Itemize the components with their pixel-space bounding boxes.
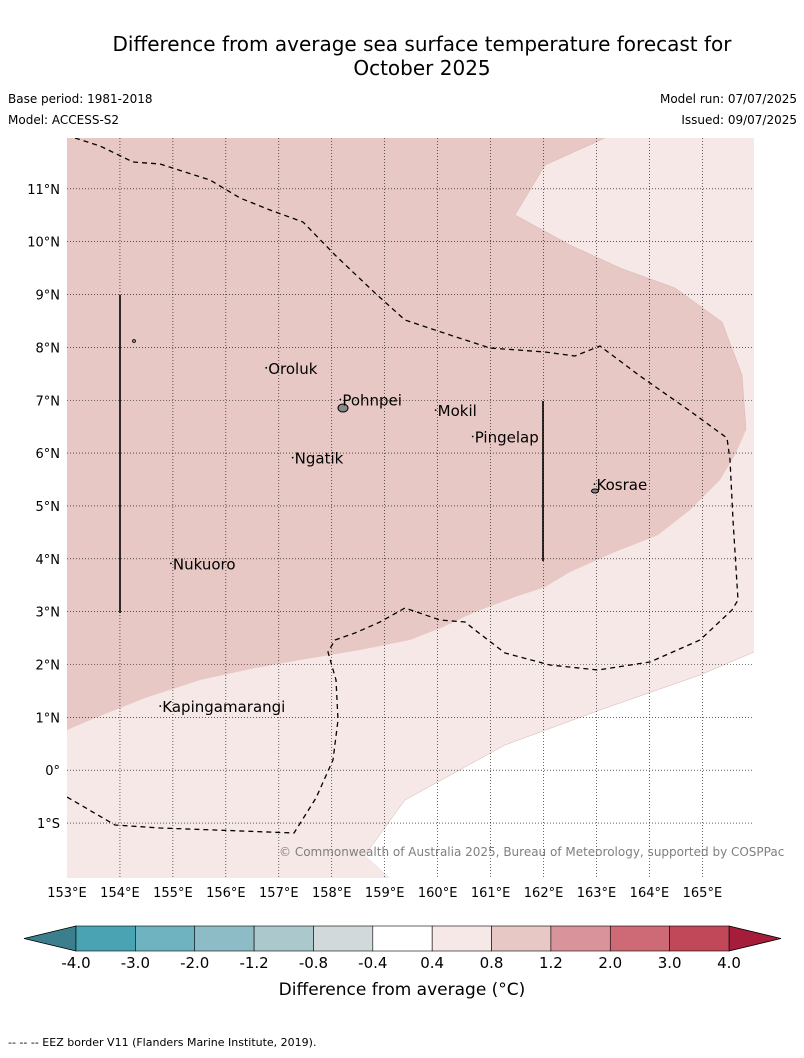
island-dot [265, 366, 268, 369]
colorbar-bin [135, 925, 196, 952]
island-label: Pingelap [475, 429, 539, 447]
base-period: Base period: 1981-2018 [8, 92, 153, 106]
colorbar-bin [550, 925, 611, 952]
lat-tick-label: 7°N [36, 394, 61, 409]
chart-title: Difference from average sea surface temp… [0, 32, 804, 80]
island-label: Kosrae [597, 476, 648, 494]
lat-tick-label: 4°N [36, 553, 61, 568]
lon-tick-label: 161°E [471, 886, 511, 901]
island-dot [291, 456, 294, 459]
colorbar-extend-low [23, 925, 77, 952]
lat-tick-label: 10°N [27, 236, 60, 251]
lat-tick-label: 1°N [36, 711, 61, 726]
eez-border-north [67, 138, 739, 834]
island-dot [170, 562, 172, 565]
pohnpei-island-shape [337, 403, 349, 413]
colorbar-tick-label: -0.8 [299, 954, 328, 972]
sst-band-0-8-1-2 [67, 138, 746, 730]
lat-tick-label: 1°S [37, 817, 60, 832]
island-label: Ngatik [295, 450, 344, 468]
colorbar-bin [253, 925, 314, 952]
colorbar-tick-label: 4.0 [717, 954, 741, 972]
credit-text: © Commonwealth of Australia 2025, Bureau… [279, 845, 785, 859]
lon-tick-label: 153°E [47, 886, 87, 901]
lon-tick-label: 159°E [365, 886, 405, 901]
colorbar-tick-label: -0.4 [358, 954, 387, 972]
lon-tick-label: 165°E [683, 886, 723, 901]
lon-tick-label: 160°E [418, 886, 458, 901]
colorbar-tick-label: 2.0 [598, 954, 622, 972]
colorbar-tick-label: 1.2 [539, 954, 563, 972]
colorbar: -4.0 -3.0 -2.0 -1.2 -0.8 -0.4 0.4 0.8 1.2 2.0 3.0 4… [23, 925, 782, 972]
lon-tick-label: 155°E [153, 886, 193, 901]
colorbar-tick-label: -3.0 [121, 954, 150, 972]
title-line-2: October 2025 [353, 56, 491, 80]
island-dot [593, 483, 596, 485]
colorbar-bin [491, 925, 552, 952]
colorbar-bin [431, 925, 492, 952]
island-dot [159, 705, 162, 707]
colorbar-tick-label: -1.2 [239, 954, 268, 972]
colorbar-tick-label: 0.4 [420, 954, 444, 972]
lon-tick-label: 157°E [259, 886, 299, 901]
lon-tick-label: 154°E [100, 886, 140, 901]
atoll-shape [132, 339, 136, 343]
lat-tick-label: 11°N [27, 183, 60, 198]
island-label: Kapingamarangi [162, 698, 285, 716]
colorbar-bin [609, 925, 670, 952]
island-dot [434, 409, 437, 412]
island-label: Mokil [438, 402, 477, 420]
title-line-1: Difference from average sea surface temp… [112, 32, 732, 56]
lon-tick-label: 158°E [312, 886, 352, 901]
model-name: Model: ACCESS-S2 [8, 113, 120, 127]
colorbar-bin [194, 925, 255, 952]
eez-footnote: -- -- -- EEZ border V11 (Flanders Marine… [8, 1036, 317, 1049]
colorbar-bin [669, 925, 730, 952]
colorbar-bin [313, 925, 374, 952]
lat-tick-label: 3°N [36, 606, 61, 621]
lat-tick-label: 8°N [36, 341, 61, 356]
lon-tick-label: 156°E [206, 886, 246, 901]
lat-tick-label: 9°N [36, 289, 61, 304]
lat-tick-label: 5°N [36, 500, 61, 515]
lon-tick-label: 164°E [630, 886, 670, 901]
colorbar-extend-high [728, 925, 782, 952]
contour-upper-right [514, 138, 747, 431]
lon-tick-label: 163°E [577, 886, 617, 901]
issued-date: Issued: 09/07/2025 [681, 113, 797, 127]
contour-lower [364, 651, 754, 856]
colorbar-tick-label: -2.0 [180, 954, 209, 972]
lat-tick-label: 6°N [36, 447, 61, 462]
island-label: Pohnpei [342, 392, 402, 410]
colorbar-title: Difference from average (°C) [278, 980, 526, 1000]
island-dot [471, 435, 474, 438]
island-markers: Oroluk Pohnpei Mokil Pingelap Ngatik Kosrae Nu… [159, 360, 647, 716]
colorbar-tick-label: 3.0 [658, 954, 682, 972]
colorbar-bin [372, 925, 433, 952]
axis-labels: 153°E 154°E 155°E 156°E 157°E 158°E 159°E 160°E… [27, 183, 722, 901]
lat-tick-label: 2°N [36, 659, 61, 674]
lat-tick-label: 0° [45, 764, 60, 779]
graticule [67, 138, 754, 878]
map-area: Oroluk Pohnpei Mokil Pingelap Ngatik Kosrae Nu… [67, 138, 754, 878]
lon-tick-label: 162°E [524, 886, 564, 901]
colorbar-tick-label: -4.0 [61, 954, 90, 972]
island-dot [339, 398, 342, 401]
island-label: Oroluk [268, 360, 317, 378]
island-label: Nukuoro [173, 555, 236, 573]
colorbar-tick-label: 0.8 [480, 954, 504, 972]
model-run: Model run: 07/07/2025 [659, 92, 797, 106]
colorbar-bin [75, 925, 136, 952]
